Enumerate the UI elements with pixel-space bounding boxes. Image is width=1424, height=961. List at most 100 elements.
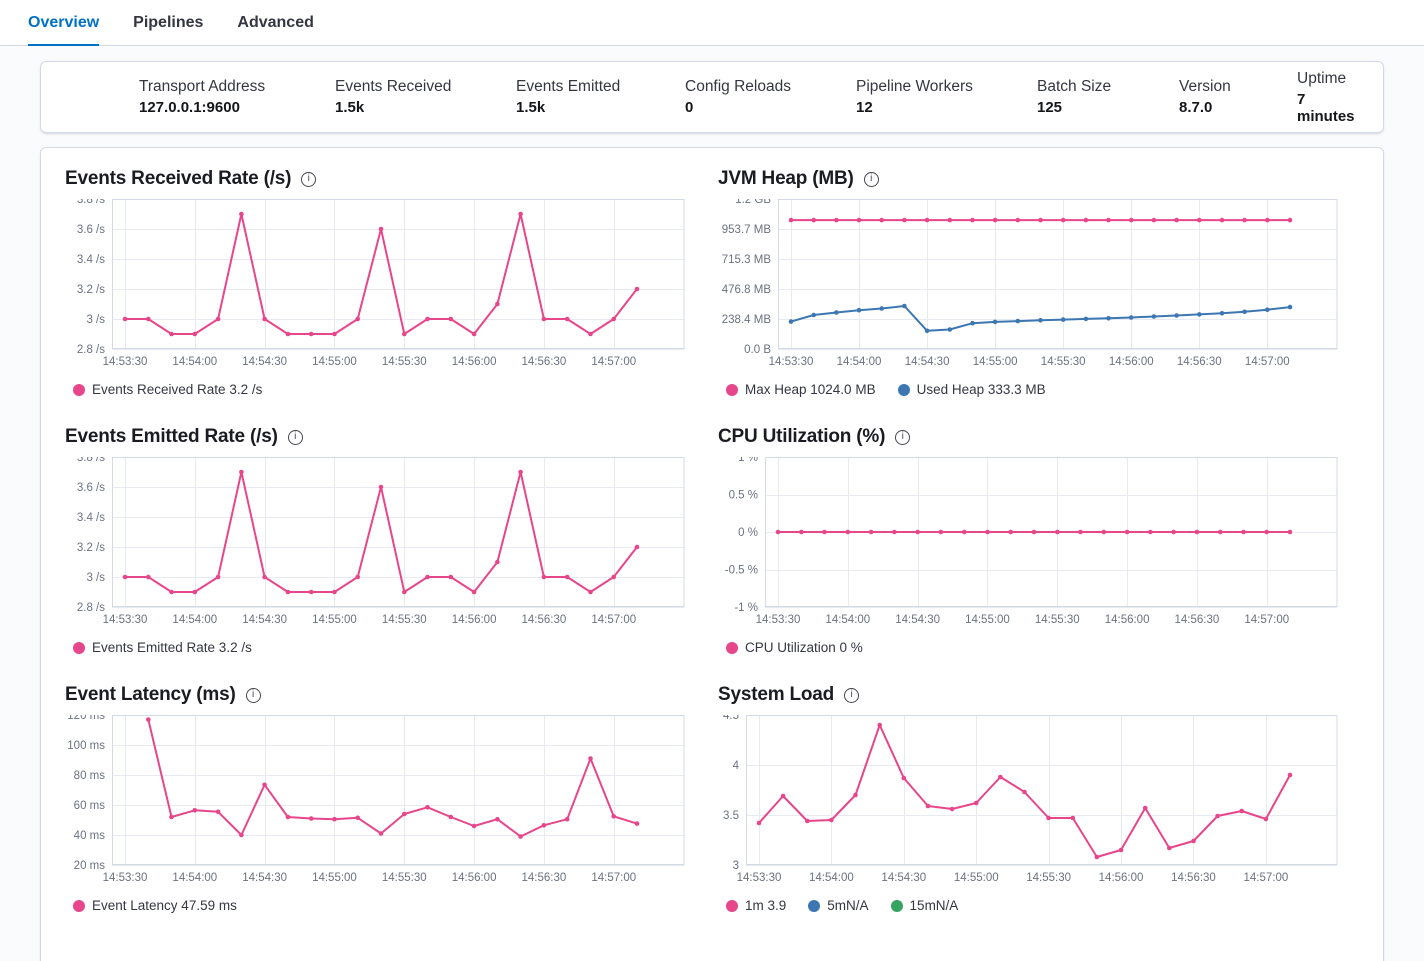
svg-text:14:57:00: 14:57:00 [591, 356, 636, 368]
legend-item[interactable]: Events Received Rate 3.2 /s [73, 382, 262, 397]
tab-pipelines[interactable]: Pipelines [133, 14, 204, 31]
svg-text:-1 %: -1 % [734, 602, 758, 614]
svg-text:14:55:30: 14:55:30 [382, 614, 427, 626]
chart-legend: Events Emitted Rate 3.2 /s [65, 640, 686, 655]
info-icon[interactable] [895, 429, 911, 445]
legend-item[interactable]: Event Latency 47.59 ms [73, 898, 237, 913]
chart-cpu-utilization: CPU Utilization (%) 1 % 0.5 % 0 % -0.5 % -1 … [718, 426, 1338, 655]
stat-pipeline-workers: Pipeline Workers 12 [856, 78, 1037, 116]
svg-text:60 ms: 60 ms [74, 800, 106, 812]
svg-text:14:55:00: 14:55:00 [312, 614, 357, 626]
event-latency-line-chart[interactable]: 120 ms 100 ms 80 ms 60 ms 40 ms 20 ms14:53:30… [65, 715, 685, 891]
stat-label: Pipeline Workers [856, 78, 973, 95]
chart-event-latency: Event Latency (ms) 120 ms 100 ms 80 ms 60 m… [65, 684, 686, 913]
svg-text:14:54:00: 14:54:00 [172, 872, 217, 884]
svg-text:3.2 /s: 3.2 /s [77, 284, 105, 296]
tab-overview[interactable]: Overview [28, 14, 100, 46]
svg-text:14:56:00: 14:56:00 [1109, 356, 1154, 368]
svg-text:14:57:00: 14:57:00 [1244, 614, 1289, 626]
svg-text:100 ms: 100 ms [67, 740, 105, 752]
svg-text:2.8 /s: 2.8 /s [77, 602, 105, 614]
svg-text:14:57:00: 14:57:00 [591, 614, 636, 626]
chart-legend: 1m 3.9 5mN/A 15mN/A [718, 898, 1338, 913]
svg-text:715.3 MB: 715.3 MB [722, 254, 772, 266]
events-received-rate-line-chart[interactable]: 3.8 /s 3.6 /s 3.4 /s 3.2 /s 3 /s 2.8 /s14:53:… [65, 199, 685, 375]
svg-text:14:55:30: 14:55:30 [1041, 356, 1086, 368]
svg-text:14:56:30: 14:56:30 [522, 614, 567, 626]
svg-text:14:55:30: 14:55:30 [382, 872, 427, 884]
tab-advanced[interactable]: Advanced [237, 14, 314, 31]
svg-text:3.5: 3.5 [723, 810, 739, 822]
svg-text:14:53:30: 14:53:30 [103, 872, 148, 884]
stat-label: Version [1179, 78, 1231, 95]
svg-text:14:55:30: 14:55:30 [382, 356, 427, 368]
jvm-heap-line-chart[interactable]: 1.2 GB 953.7 MB 715.3 MB 476.8 MB 238.4 MB 0.… [718, 199, 1338, 375]
legend-item[interactable]: CPU Utilization 0 % [726, 640, 863, 655]
chart-legend: Event Latency 47.59 ms [65, 898, 686, 913]
legend-label: 15mN/A [909, 898, 959, 913]
svg-text:14:53:30: 14:53:30 [756, 614, 801, 626]
legend-item[interactable]: Events Emitted Rate 3.2 /s [73, 640, 252, 655]
cpu-utilization-line-chart[interactable]: 1 % 0.5 % 0 % -0.5 % -1 %14:53:30 14:54:00 14:… [718, 457, 1338, 633]
svg-text:14:54:30: 14:54:30 [242, 356, 287, 368]
svg-text:14:57:00: 14:57:00 [1243, 872, 1288, 884]
info-icon[interactable] [863, 171, 879, 187]
chart-events-received-rate: Events Received Rate (/s) 3.8 /s3.6 /s3.… [65, 168, 686, 397]
svg-text:14:56:00: 14:56:00 [1099, 872, 1144, 884]
svg-text:14:54:30: 14:54:30 [895, 614, 940, 626]
svg-text:14:54:00: 14:54:00 [825, 614, 870, 626]
svg-text:0.0 B: 0.0 B [744, 344, 771, 356]
stat-label: Batch Size [1037, 78, 1112, 95]
stat-version: Version 8.7.0 [1179, 78, 1297, 116]
info-icon[interactable] [287, 429, 303, 445]
chart-title: CPU Utilization (%) [718, 426, 886, 447]
chart-jvm-heap: JVM Heap (MB) 1.2 GB 953.7 MB 715.3 MB 476.… [718, 168, 1338, 397]
node-summary-panel: Transport Address 127.0.0.1:9600 Events … [40, 61, 1384, 133]
legend-item[interactable]: 15mN/A [890, 898, 959, 913]
chart-title: System Load [718, 684, 835, 705]
chart-legend: Events Received Rate 3.2 /s [65, 382, 686, 397]
svg-text:14:54:00: 14:54:00 [837, 356, 882, 368]
svg-text:14:54:30: 14:54:30 [242, 614, 287, 626]
stat-uptime: Uptime 7 minutes [1297, 70, 1363, 125]
svg-text:14:57:00: 14:57:00 [591, 872, 636, 884]
events-emitted-rate-line-chart[interactable]: 3.8 /s 3.6 /s 3.4 /s 3.2 /s 3 /s 2.8 /s14:53:… [65, 457, 685, 633]
stat-label: Events Received [335, 78, 452, 95]
chart-legend: CPU Utilization 0 % [718, 640, 1338, 655]
svg-text:14:54:30: 14:54:30 [242, 872, 287, 884]
stat-events-emitted: Events Emitted 1.5k [516, 78, 685, 116]
svg-text:953.7 MB: 953.7 MB [722, 224, 772, 236]
chart-title: Events Received Rate (/s) [65, 168, 292, 189]
svg-text:3.4 /s: 3.4 /s [77, 254, 105, 266]
svg-text:3.8 /s: 3.8 /s [77, 199, 105, 206]
svg-text:3 /s: 3 /s [86, 314, 105, 326]
stat-value: 8.7.0 [1179, 99, 1213, 116]
legend-dot [897, 383, 910, 396]
svg-text:80 ms: 80 ms [74, 770, 106, 782]
stat-label: Events Emitted [516, 78, 621, 95]
stat-value: 7 minutes [1297, 90, 1355, 125]
info-icon[interactable] [844, 687, 860, 703]
legend-item[interactable]: Max Heap 1024.0 MB [726, 382, 876, 397]
legend-item[interactable]: Used Heap 333.3 MB [897, 382, 1046, 397]
stat-value: 1.5k [335, 99, 365, 116]
legend-item[interactable]: 1m 3.9 [726, 898, 786, 913]
info-icon[interactable] [245, 687, 261, 703]
svg-text:14:55:00: 14:55:00 [954, 872, 999, 884]
legend-dot [726, 383, 738, 396]
svg-text:14:54:00: 14:54:00 [809, 872, 854, 884]
chart-system-load: System Load 4.5 4 3.5 314:53:30 14:54:00 14:5… [718, 684, 1338, 913]
stat-transport-address: Transport Address 127.0.0.1:9600 [139, 78, 335, 116]
svg-text:0.5 %: 0.5 % [729, 490, 758, 502]
system-load-line-chart[interactable]: 4.5 4 3.5 314:53:30 14:54:00 14:54:30 14:55:00… [718, 715, 1338, 891]
info-icon[interactable] [301, 171, 317, 187]
svg-text:14:55:00: 14:55:00 [312, 872, 357, 884]
svg-text:4.5: 4.5 [723, 715, 739, 722]
svg-text:14:53:30: 14:53:30 [737, 872, 782, 884]
charts-grid: Events Received Rate (/s) 3.8 /s3.6 /s3.… [41, 148, 1383, 937]
svg-text:1 %: 1 % [738, 457, 758, 464]
svg-text:20 ms: 20 ms [74, 860, 106, 872]
legend-label: Event Latency 47.59 ms [92, 898, 237, 913]
legend-item[interactable]: 5mN/A [808, 898, 869, 913]
svg-text:14:56:30: 14:56:30 [1175, 614, 1220, 626]
